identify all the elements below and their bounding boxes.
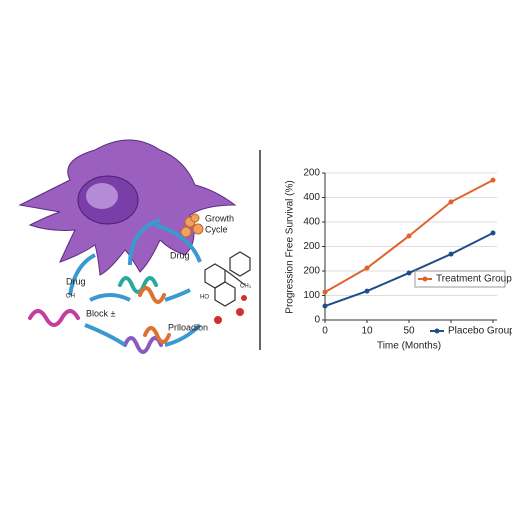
legend-label: Placebo Group — [448, 326, 512, 337]
illustration-label: Drug — [170, 250, 190, 260]
data-point — [322, 303, 328, 309]
x-tick-label: 10 — [361, 326, 373, 337]
legend-label: Treatment Group — [436, 274, 512, 285]
y-tick-label: 200 — [303, 266, 320, 277]
y-tick-label: 200 — [303, 168, 320, 179]
y-tick-label: 400 — [303, 192, 320, 203]
illustration-label: Prlloadion — [168, 322, 208, 332]
illustration-label: OH — [66, 294, 75, 300]
y-tick-label: 0 — [314, 315, 320, 326]
legend-marker — [434, 328, 440, 334]
data-point — [364, 288, 370, 294]
data-point — [406, 233, 412, 239]
illustration — [18, 139, 251, 354]
legend-box — [414, 270, 506, 288]
data-point — [448, 199, 454, 205]
data-point — [364, 265, 370, 271]
data-point — [490, 177, 496, 183]
data-point — [490, 230, 496, 236]
x-axis-label: Time (Months) — [377, 341, 441, 352]
legend-marker — [422, 276, 428, 282]
illustration-label: CH₃ — [240, 284, 252, 290]
y-tick-label: 200 — [303, 241, 320, 252]
data-point — [448, 251, 454, 257]
x-tick-label: 50 — [403, 326, 415, 337]
data-point — [406, 270, 412, 276]
illustration-label: Cycle — [205, 224, 228, 234]
illustration-label: Drug — [66, 276, 86, 286]
illustration-label: HO — [200, 295, 209, 301]
y-tick-label: 400 — [303, 217, 320, 228]
illustration-label: Growth — [205, 213, 234, 223]
data-point — [322, 289, 328, 295]
x-tick-label: 0 — [322, 326, 328, 337]
y-axis-label: Progression Free Survival (%) — [285, 180, 296, 313]
y-tick-label: 100 — [303, 290, 320, 301]
illustration-label: Block ± — [86, 308, 116, 318]
